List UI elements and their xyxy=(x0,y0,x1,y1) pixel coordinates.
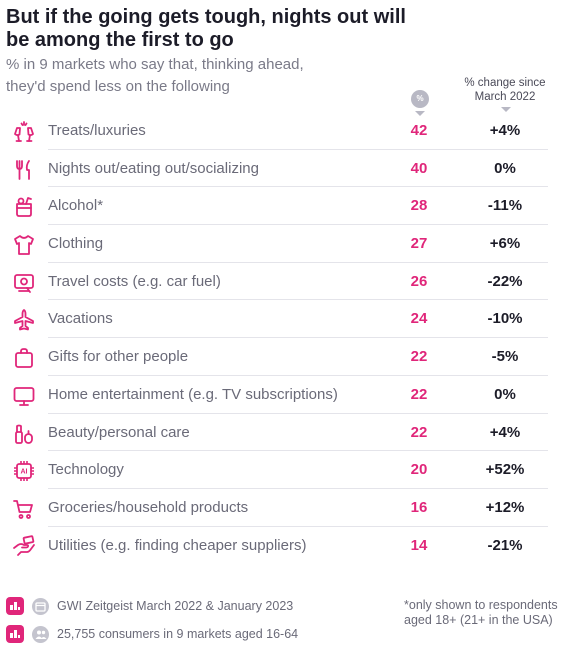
row-label: Beauty/personal care xyxy=(48,423,190,441)
row-change-value: +4% xyxy=(489,122,521,139)
row-percent-value: 20 xyxy=(410,461,428,479)
row-divider xyxy=(48,186,548,188)
fork-knife-icon xyxy=(12,158,36,182)
row-change-value: 0% xyxy=(494,159,516,177)
calendar-icon xyxy=(32,597,49,615)
row-change-value: -22% xyxy=(487,272,523,290)
sample-text: 25,755 consumers in 9 markets aged 16-64 xyxy=(57,627,299,641)
row-divider xyxy=(48,374,548,376)
gwi-logo-icon xyxy=(6,597,24,615)
gwi-logo-icon xyxy=(6,625,24,643)
row-divider xyxy=(48,337,548,339)
row-label: Travel costs (e.g. car fuel) xyxy=(48,272,221,290)
cocktail-icon xyxy=(12,195,36,219)
row-percent-value: 26 xyxy=(410,272,428,290)
row-percent-value: 28 xyxy=(410,197,428,215)
row-label: Vacations xyxy=(48,310,113,328)
table-row: AI Technology 20 +52% xyxy=(0,451,568,489)
row-percent-value: 14 xyxy=(410,536,428,554)
source-line: GWI Zeitgeist March 2022 & January 2023 xyxy=(6,596,293,616)
table-row: Treats/luxuries 42 +4% xyxy=(0,112,568,150)
table-row: Groceries/household products 16 +12% xyxy=(0,489,568,527)
row-change-value: -11% xyxy=(487,197,523,215)
row-percent-value: 22 xyxy=(410,385,428,403)
table-row: Travel costs (e.g. car fuel) 26 -22% xyxy=(0,263,568,301)
change-column-arrow-icon xyxy=(501,107,511,112)
row-percent-value: 27 xyxy=(410,235,428,253)
percent-column-arrow-icon xyxy=(415,111,425,116)
travel-card-icon xyxy=(12,271,36,295)
row-divider xyxy=(48,450,548,452)
gift-bag-icon xyxy=(12,346,36,370)
chart-subtitle: % in 9 markets who say that, thinking ah… xyxy=(6,56,304,95)
table-row: Clothing 27 +6% xyxy=(0,225,568,263)
row-change-value: -21% xyxy=(487,536,523,554)
hand-bill-icon xyxy=(12,534,36,559)
row-percent-value: 22 xyxy=(410,348,428,366)
row-change-value: -10% xyxy=(487,310,523,328)
row-percent-value: 24 xyxy=(410,310,428,328)
airplane-icon xyxy=(12,308,36,332)
row-divider xyxy=(48,299,548,301)
tv-icon xyxy=(12,384,36,408)
table-row: Utilities (e.g. finding cheaper supplier… xyxy=(0,527,568,565)
table-row: Gifts for other people 22 -5% xyxy=(0,338,568,376)
row-percent-value: 22 xyxy=(410,423,428,441)
sample-line: 25,755 consumers in 9 markets aged 16-64 xyxy=(6,624,298,644)
row-label: Alcohol* xyxy=(48,197,104,215)
row-change-value: 0% xyxy=(494,385,516,403)
row-label: Utilities (e.g. finding cheaper supplier… xyxy=(48,536,307,554)
shirt-icon xyxy=(12,233,36,257)
footnote: *only shown to respondents aged 18+ (21+… xyxy=(404,598,558,627)
table-row: Beauty/personal care 22 +4% xyxy=(0,414,568,452)
row-label: Groceries/household products xyxy=(48,498,249,516)
row-change-value: -5% xyxy=(491,348,519,366)
row-percent-value: 16 xyxy=(410,498,428,516)
svg-text:AI: AI xyxy=(21,469,28,476)
row-change-value: +12% xyxy=(485,498,525,516)
row-divider xyxy=(48,148,548,150)
row-label: Technology xyxy=(48,461,124,479)
shopping-cart-icon xyxy=(12,497,36,521)
row-percent-value: 42 xyxy=(410,122,428,139)
row-percent-value: 40 xyxy=(410,159,428,177)
cosmetics-icon xyxy=(12,422,36,446)
champagne-glasses-icon xyxy=(12,120,36,144)
percent-column-badge: % xyxy=(411,90,429,108)
source-text: GWI Zeitgeist March 2022 & January 2023 xyxy=(57,599,294,613)
row-divider xyxy=(48,525,548,527)
data-table: Treats/luxuries 42 +4% Nights out/eating ou… xyxy=(0,112,568,564)
table-row: Nights out/eating out/socializing 40 0% xyxy=(0,150,568,188)
row-label: Treats/luxuries xyxy=(48,122,146,139)
row-label: Nights out/eating out/socializing xyxy=(48,159,259,177)
row-divider xyxy=(48,261,548,263)
ai-chip-icon: AI xyxy=(12,459,36,483)
row-label: Home entertainment (e.g. TV subscription… xyxy=(48,385,338,403)
chart-title: But if the going gets tough, nights out … xyxy=(6,6,406,51)
row-label: Gifts for other people xyxy=(48,348,189,366)
row-label: Clothing xyxy=(48,235,104,253)
people-icon xyxy=(32,625,49,643)
row-change-value: +6% xyxy=(489,235,521,253)
table-row: Vacations 24 -10% xyxy=(0,300,568,339)
table-row: Home entertainment (e.g. TV subscription… xyxy=(0,376,568,414)
row-change-value: +4% xyxy=(489,423,521,441)
table-row: Alcohol* 28 -11% xyxy=(0,187,568,226)
row-divider xyxy=(48,224,548,226)
row-change-value: +52% xyxy=(485,461,525,479)
row-divider xyxy=(48,487,548,489)
change-column-header: % change since March 2022 xyxy=(464,77,546,103)
row-divider xyxy=(48,412,548,414)
